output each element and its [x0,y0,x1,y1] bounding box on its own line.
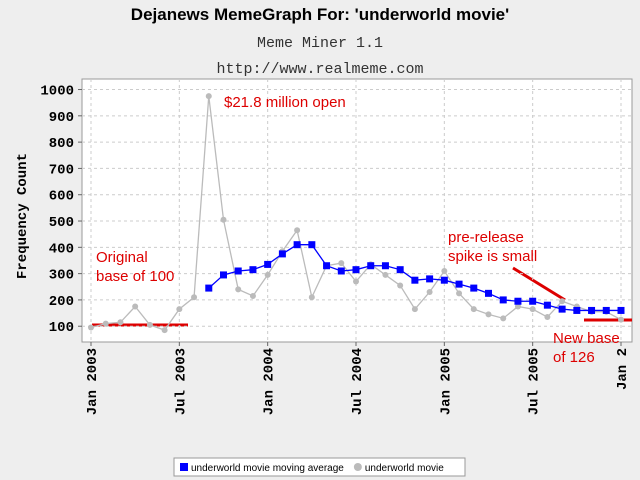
x-tick-label: Jan 2003 [85,348,101,415]
y-tick-label: 600 [49,189,74,205]
point [397,282,404,289]
y-tick-label: 200 [49,294,74,310]
annotation: base of 100 [96,268,174,285]
point [529,297,537,305]
x-tick-label: Jan 2 [615,348,631,390]
point [176,306,183,313]
point [205,284,213,292]
point [88,324,94,331]
point [485,311,492,318]
annotation: spike is small [448,248,537,265]
point [396,266,404,274]
point [146,321,153,328]
point [618,316,624,323]
point [456,290,463,297]
x-tick-label: Jul 2003 [173,348,189,415]
point [117,319,124,326]
point [514,303,521,310]
point [529,306,536,313]
legend-label: underworld movie [365,463,444,474]
point [352,266,360,274]
y-tick-label: 900 [49,110,74,126]
point [161,327,168,334]
legend-label: underworld movie moving average [191,463,344,474]
x-tick-label: Jan 2004 [262,348,278,415]
point [382,271,389,278]
annotation: New base [553,330,620,347]
chart-title: Dejanews MemeGraph For: 'underworld movi… [131,5,509,24]
point [102,320,109,327]
point [337,267,345,275]
point [308,241,316,249]
y-tick-label: 800 [49,136,74,152]
url: http://www.realmeme.com [216,61,423,78]
point [470,284,478,292]
point [426,289,433,296]
point [573,306,581,314]
point [411,306,418,313]
y-tick-label: 500 [49,215,74,231]
annotation: Original [96,249,148,266]
point [249,292,256,299]
subtitle: Meme Miner 1.1 [257,35,383,52]
point [559,298,566,305]
point [441,267,448,274]
point [235,286,242,293]
point [205,93,212,100]
legend-swatch [180,463,188,471]
annotation: pre-release [448,229,524,246]
legend-swatch [353,463,362,471]
point [381,262,389,270]
point [294,227,301,234]
point [323,262,331,270]
point [308,294,315,301]
point [440,276,448,284]
point [132,303,139,310]
legend [173,457,466,477]
y-tick-label: 400 [49,241,74,257]
point [485,289,492,297]
plot-area [81,78,633,343]
y-tick-label: 100 [49,320,74,336]
y-tick-label: 700 [49,162,74,178]
x-tick-label: Jul 2004 [350,348,366,415]
point [411,276,419,284]
point [249,266,257,274]
point [588,306,596,314]
point [264,271,271,278]
point [455,280,463,288]
point [543,301,551,309]
point [558,305,566,313]
y-tick-label: 300 [49,268,74,284]
point [220,271,227,279]
point [338,260,345,267]
point [499,296,507,304]
point [544,314,551,321]
point [234,267,242,275]
annotation: $21.8 million open [224,94,346,111]
point [367,262,375,270]
point [602,306,610,314]
point [353,278,359,285]
annotation: of 126 [553,349,595,366]
point [278,250,286,258]
point [617,306,625,314]
point [500,315,507,322]
point [514,297,522,305]
point [264,260,272,268]
point [426,275,434,283]
point [220,216,227,223]
x-tick-label: Jan 2005 [438,348,454,415]
point [293,241,301,249]
y-tick-label: 1000 [40,84,74,100]
y-axis-label: Frequency Count [15,153,31,279]
point [191,294,198,301]
point [470,306,477,313]
x-tick-label: Jul 2005 [527,348,543,415]
